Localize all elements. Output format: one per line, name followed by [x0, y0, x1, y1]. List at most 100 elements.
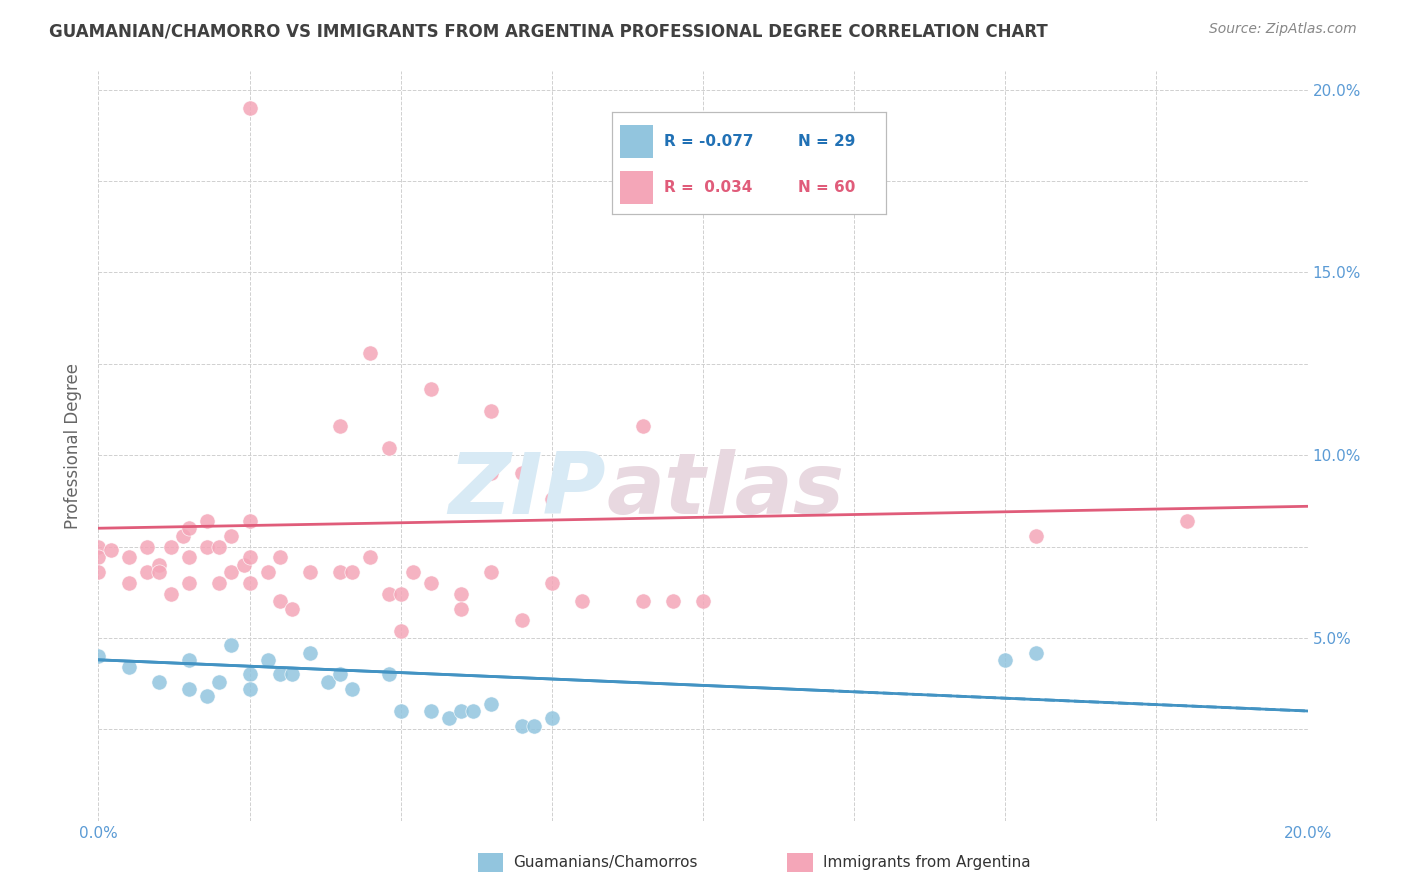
Point [510, 718, 533, 732]
Bar [620, 125, 652, 158]
Text: N = 29: N = 29 [799, 134, 855, 149]
Point [195, 540, 218, 554]
Point [329, 565, 352, 579]
Point [100, 543, 122, 558]
Point [510, 613, 533, 627]
Point [540, 491, 562, 506]
Point [299, 646, 322, 660]
Text: N = 60: N = 60 [799, 180, 855, 195]
Point [239, 550, 262, 565]
Point [481, 565, 503, 579]
Point [1024, 528, 1046, 542]
Point [316, 674, 339, 689]
Point [87, 565, 110, 579]
Point [232, 558, 254, 572]
Text: GUAMANIAN/CHAMORRO VS IMMIGRANTS FROM ARGENTINA PROFESSIONAL DEGREE CORRELATION : GUAMANIAN/CHAMORRO VS IMMIGRANTS FROM AR… [49, 22, 1047, 40]
Point [87, 550, 110, 565]
Point [481, 404, 503, 418]
Point [118, 660, 141, 674]
Text: ZIP: ZIP [449, 450, 606, 533]
Point [463, 704, 485, 718]
Point [195, 690, 218, 704]
Point [299, 565, 322, 579]
Point [256, 653, 278, 667]
Text: Guamanians/Chamorros: Guamanians/Chamorros [513, 855, 697, 870]
Point [402, 565, 425, 579]
Point [540, 576, 562, 591]
Point [239, 667, 262, 681]
Point [450, 601, 472, 615]
Point [208, 576, 231, 591]
Point [87, 540, 110, 554]
Point [281, 667, 304, 681]
Point [179, 576, 201, 591]
Point [269, 667, 291, 681]
Point [256, 565, 278, 579]
Point [437, 711, 460, 725]
Point [118, 550, 141, 565]
Point [510, 467, 533, 481]
Point [87, 649, 110, 664]
Point [179, 521, 201, 535]
Point [329, 418, 352, 433]
Point [195, 514, 218, 528]
Point [377, 587, 399, 601]
Point [377, 441, 399, 455]
Point [661, 594, 683, 608]
Point [148, 674, 170, 689]
Point [571, 594, 593, 608]
Point [420, 704, 443, 718]
Point [269, 550, 291, 565]
Text: Immigrants from Argentina: Immigrants from Argentina [823, 855, 1031, 870]
Point [281, 601, 304, 615]
Point [239, 101, 262, 115]
Point [377, 667, 399, 681]
Point [239, 576, 262, 591]
Point [631, 418, 654, 433]
Text: R =  0.034: R = 0.034 [664, 180, 752, 195]
Point [179, 681, 201, 696]
Bar [620, 171, 652, 204]
Point [329, 667, 352, 681]
Point [450, 587, 472, 601]
Point [135, 565, 157, 579]
Point [221, 565, 243, 579]
Point [1175, 514, 1198, 528]
Point [360, 346, 382, 360]
Point [239, 681, 262, 696]
Point [994, 653, 1017, 667]
Text: Source: ZipAtlas.com: Source: ZipAtlas.com [1209, 22, 1357, 37]
Text: atlas: atlas [606, 450, 845, 533]
Point [523, 718, 546, 732]
Point [540, 711, 562, 725]
Point [221, 528, 243, 542]
Point [160, 587, 183, 601]
Point [179, 550, 201, 565]
Point [389, 704, 412, 718]
Point [342, 681, 364, 696]
Point [118, 576, 141, 591]
Text: R = -0.077: R = -0.077 [664, 134, 754, 149]
Y-axis label: Professional Degree: Professional Degree [65, 363, 83, 529]
Point [208, 674, 231, 689]
Point [389, 587, 412, 601]
Point [1024, 646, 1046, 660]
Point [692, 594, 714, 608]
Point [208, 540, 231, 554]
Point [481, 697, 503, 711]
Point [160, 540, 183, 554]
Point [389, 624, 412, 638]
Point [420, 382, 443, 396]
Point [148, 558, 170, 572]
Point [179, 653, 201, 667]
Point [221, 638, 243, 652]
Point [342, 565, 364, 579]
Point [481, 467, 503, 481]
Point [631, 594, 654, 608]
Point [148, 565, 170, 579]
Point [269, 594, 291, 608]
Point [239, 514, 262, 528]
Point [135, 540, 157, 554]
Point [420, 576, 443, 591]
Point [172, 528, 194, 542]
